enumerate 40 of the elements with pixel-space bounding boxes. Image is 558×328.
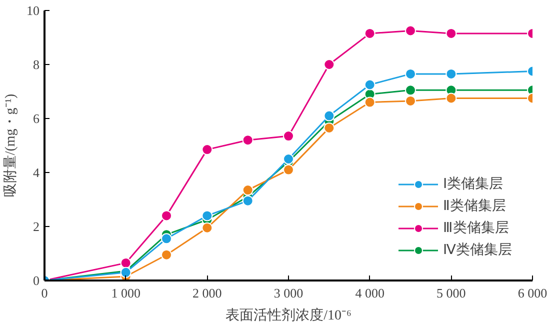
x-tick-label: 5 000 xyxy=(436,286,466,300)
x-tick-label: 6 000 xyxy=(518,286,548,300)
y-tick-label: 4 xyxy=(33,165,40,180)
point xyxy=(242,134,254,146)
x-tick-label: 3 000 xyxy=(274,286,304,300)
point xyxy=(405,25,416,36)
point xyxy=(120,257,132,268)
x-axis-title: 表面活性剂浓度/10⁻⁶ xyxy=(226,308,352,324)
point xyxy=(283,130,294,142)
y-tick-label: 10 xyxy=(26,3,40,18)
x-tick-label: 2 000 xyxy=(192,286,222,300)
point xyxy=(364,79,376,90)
point xyxy=(202,210,213,222)
y-tick-label: 6 xyxy=(33,111,40,126)
point xyxy=(405,95,416,106)
point xyxy=(364,28,376,39)
legend-label: Ⅲ类储集层 xyxy=(443,220,509,237)
point xyxy=(446,92,457,104)
point xyxy=(161,233,172,244)
point xyxy=(202,144,213,156)
point xyxy=(324,122,335,134)
y-tick-label: 0 xyxy=(33,273,40,288)
x-tick-label: 4 000 xyxy=(355,286,384,300)
point xyxy=(405,68,416,80)
point xyxy=(364,96,376,108)
y-axis-title: 吸附量/(mg・g⁻¹) xyxy=(2,94,18,198)
legend-label: Ⅰ类储集层 xyxy=(443,176,503,193)
legend-label: Ⅱ类储集层 xyxy=(443,198,506,215)
legend-label: Ⅳ类储集层 xyxy=(443,242,512,259)
point xyxy=(324,110,335,122)
point xyxy=(446,28,457,39)
y-tick-label: 8 xyxy=(33,57,40,72)
point xyxy=(446,68,457,80)
y-tick-label: 2 xyxy=(33,219,40,234)
point xyxy=(324,59,335,70)
point xyxy=(161,210,172,222)
x-tick-label: 1 000 xyxy=(111,286,140,300)
point xyxy=(405,84,416,96)
point xyxy=(161,249,172,260)
point xyxy=(202,222,213,234)
